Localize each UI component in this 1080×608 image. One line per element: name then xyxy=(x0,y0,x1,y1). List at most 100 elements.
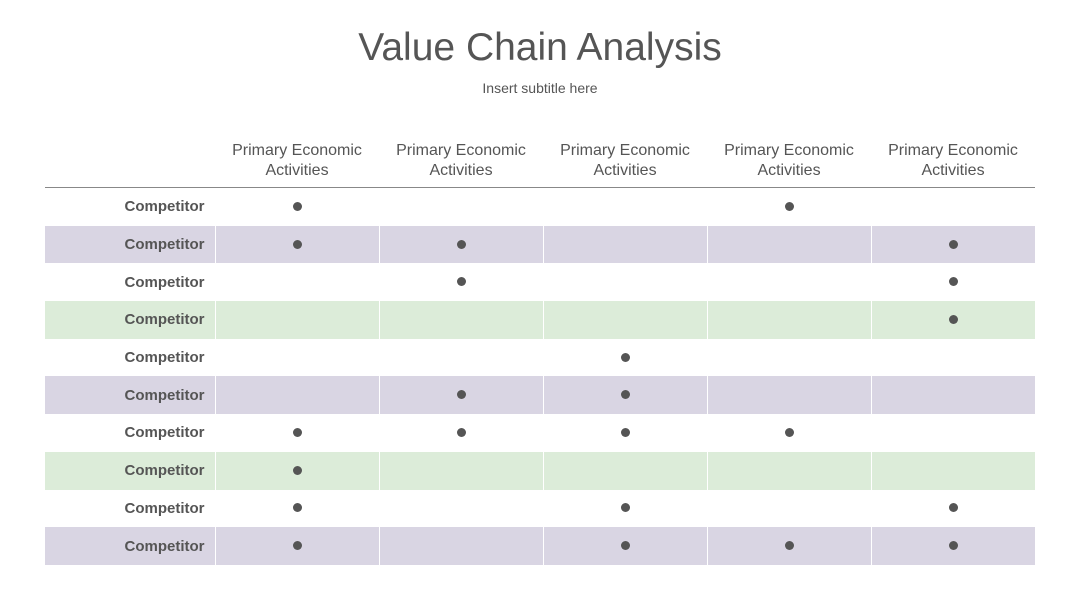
dot xyxy=(292,239,302,249)
cell xyxy=(214,187,379,226)
cell xyxy=(706,414,871,452)
cell xyxy=(870,451,1035,490)
cell xyxy=(870,489,1035,528)
row-label: Competitor xyxy=(124,236,205,254)
cell xyxy=(870,414,1035,452)
cell xyxy=(378,338,543,377)
cell xyxy=(706,451,871,490)
dot xyxy=(948,541,958,551)
dot xyxy=(456,427,466,437)
cell xyxy=(870,527,1035,565)
cell xyxy=(706,301,871,339)
cell xyxy=(542,301,707,339)
row-label: Competitor xyxy=(124,424,205,442)
row: Competitor xyxy=(45,187,1035,226)
cell xyxy=(706,263,871,302)
cell xyxy=(378,301,543,339)
cell xyxy=(378,451,543,490)
dot xyxy=(292,465,302,475)
row: Competitor xyxy=(45,225,1035,264)
header-row: Primary Economic Activities Primary Econo… xyxy=(45,135,1035,188)
dot xyxy=(620,503,630,513)
dot xyxy=(620,541,630,551)
dot xyxy=(292,201,302,211)
cell xyxy=(214,414,379,452)
title: Value Chain Analysis xyxy=(358,26,722,69)
cell xyxy=(706,187,871,226)
cell xyxy=(706,527,871,565)
row: Competitor xyxy=(45,489,1035,528)
cell xyxy=(542,527,707,565)
dot xyxy=(948,277,958,287)
cell xyxy=(378,187,543,226)
cell xyxy=(542,376,707,415)
row: Competitor xyxy=(45,527,1035,565)
row: Competitor xyxy=(45,263,1035,302)
dot xyxy=(948,503,958,513)
cell xyxy=(870,187,1035,226)
cell xyxy=(542,338,707,377)
dot xyxy=(948,239,958,249)
cell xyxy=(706,376,871,415)
column-header: Primary Economic Activities xyxy=(707,135,871,188)
row-label: Competitor xyxy=(124,349,205,367)
cell xyxy=(378,263,543,302)
column-header: Primary Economic Activities xyxy=(379,135,543,188)
row: Competitor xyxy=(45,414,1035,452)
column-header: Primary Economic Activities xyxy=(215,135,379,188)
row-label: Competitor xyxy=(124,198,205,216)
row: Competitor xyxy=(45,376,1035,415)
cell xyxy=(870,338,1035,377)
row: Competitor xyxy=(45,301,1035,339)
cell xyxy=(542,489,707,528)
dot xyxy=(456,390,466,400)
cell xyxy=(214,376,379,415)
subtitle: Insert subtitle here xyxy=(482,80,598,96)
cell xyxy=(542,414,707,452)
cell xyxy=(214,451,379,490)
cell xyxy=(706,338,871,377)
cell xyxy=(214,527,379,565)
cell xyxy=(542,225,707,264)
dot xyxy=(620,427,630,437)
row-label: Competitor xyxy=(124,273,205,291)
row: Competitor xyxy=(45,451,1035,490)
column-header: Primary Economic Activities xyxy=(871,135,1035,188)
cell xyxy=(378,527,543,565)
cell xyxy=(214,263,379,302)
cell xyxy=(214,301,379,339)
cell xyxy=(870,263,1035,302)
cell xyxy=(542,263,707,302)
column-header: Primary Economic Activities xyxy=(543,135,707,188)
cell xyxy=(542,187,707,226)
cell xyxy=(706,225,871,264)
comparison-table: Primary Economic Activities Primary Econo… xyxy=(45,135,1035,565)
cell xyxy=(378,376,543,415)
dot xyxy=(948,314,958,324)
cell xyxy=(870,301,1035,339)
row-label: Competitor xyxy=(124,462,205,480)
dot xyxy=(292,541,302,551)
row-label: Competitor xyxy=(124,537,205,555)
dot xyxy=(456,277,466,287)
dot xyxy=(292,503,302,513)
cell xyxy=(214,225,379,264)
cell xyxy=(870,225,1035,264)
cell xyxy=(378,489,543,528)
dot xyxy=(620,390,630,400)
dot xyxy=(784,201,794,211)
dot xyxy=(784,541,794,551)
row: Competitor xyxy=(45,338,1035,377)
cell xyxy=(378,225,543,264)
row-label: Competitor xyxy=(124,386,205,404)
cell xyxy=(706,489,871,528)
cell xyxy=(378,414,543,452)
cell xyxy=(214,489,379,528)
row-label: Competitor xyxy=(124,311,205,329)
dot xyxy=(456,239,466,249)
dot xyxy=(620,352,630,362)
cell xyxy=(542,451,707,490)
cell xyxy=(870,376,1035,415)
dot xyxy=(784,427,794,437)
